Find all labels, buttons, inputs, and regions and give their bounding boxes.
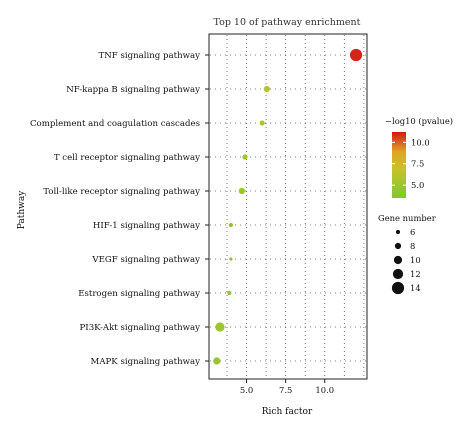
size-legend-label: 12 bbox=[410, 269, 421, 279]
size-legend-label: 10 bbox=[410, 255, 421, 265]
data-point bbox=[263, 85, 270, 93]
pathway-label: VEGF signaling pathway bbox=[91, 255, 200, 265]
plot-panel bbox=[208, 33, 368, 380]
data-point bbox=[215, 322, 225, 332]
color-legend: −log10 (pvalue) 5.0 7.5 10.0 bbox=[385, 116, 453, 198]
grid-lines bbox=[210, 35, 366, 378]
color-legend-tick-label: 5.0 bbox=[411, 180, 424, 190]
pathway-label: Toll-like receptor signaling pathway bbox=[43, 187, 200, 197]
color-legend-bar bbox=[392, 132, 406, 198]
pathway-labels: TNF signaling pathway NF-kappa B signalin… bbox=[30, 51, 209, 367]
pathway-label: TNF signaling pathway bbox=[99, 51, 201, 61]
pathway-label: MAPK signaling pathway bbox=[91, 357, 201, 367]
color-legend-tick-label: 10.0 bbox=[411, 137, 430, 147]
size-legend-label: 6 bbox=[410, 227, 415, 237]
data-point bbox=[228, 222, 234, 228]
pathway-label: T cell receptor signaling pathway bbox=[54, 153, 200, 163]
color-legend-ticks: 5.0 7.5 10.0 bbox=[392, 137, 430, 190]
data-points bbox=[213, 48, 363, 365]
x-tick-label: 7.5 bbox=[279, 385, 292, 395]
size-legend-label: 8 bbox=[410, 241, 415, 251]
size-legend-dot bbox=[393, 255, 403, 265]
size-legend-label: 14 bbox=[410, 283, 421, 293]
data-point bbox=[349, 48, 363, 62]
size-legend-dot bbox=[394, 242, 402, 250]
size-legend: Gene number 6 8 10 12 14 bbox=[378, 213, 436, 295]
pathway-label: PI3K-Akt signaling pathway bbox=[80, 323, 201, 333]
pathway-label: Complement and coagulation cascades bbox=[30, 119, 200, 129]
x-axis-ticks: 5.0 7.5 10.0 bbox=[240, 379, 334, 395]
data-point bbox=[229, 257, 233, 261]
data-point bbox=[242, 154, 248, 160]
x-tick-label: 5.0 bbox=[240, 385, 253, 395]
size-legend-dot bbox=[395, 229, 401, 235]
pathway-label: NF-kappa B signaling pathway bbox=[66, 85, 200, 95]
color-legend-title: −log10 (pvalue) bbox=[385, 116, 453, 126]
size-legend-title: Gene number bbox=[378, 213, 436, 223]
x-tick-label: 10.0 bbox=[315, 385, 334, 395]
size-legend-items: 6 8 10 12 14 bbox=[391, 227, 421, 295]
data-point bbox=[238, 187, 245, 195]
data-point bbox=[213, 357, 221, 365]
y-axis-label: Pathway bbox=[17, 190, 27, 229]
chart-title: Top 10 of pathway enrichment bbox=[214, 17, 361, 28]
pathway-label: HIF-1 signaling pathway bbox=[93, 221, 200, 231]
x-axis-label: Rich factor bbox=[262, 407, 313, 417]
data-point bbox=[227, 290, 232, 296]
data-point bbox=[259, 120, 265, 126]
pathway-label: Estrogen signaling pathway bbox=[78, 289, 200, 299]
size-legend-dot bbox=[391, 281, 405, 295]
size-legend-dot bbox=[392, 268, 404, 280]
color-legend-tick-label: 7.5 bbox=[411, 159, 424, 169]
